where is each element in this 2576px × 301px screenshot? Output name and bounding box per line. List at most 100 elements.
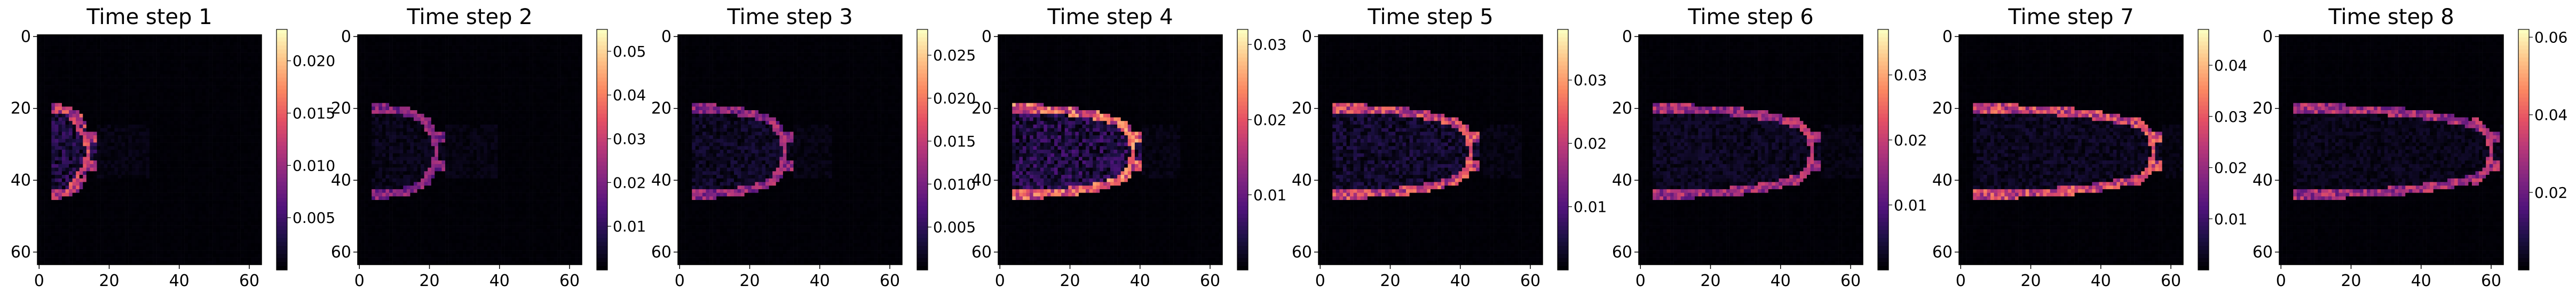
- heatmap-cell: [185, 78, 188, 82]
- heatmap-cell: [167, 121, 171, 125]
- heatmap-cell: [114, 243, 118, 247]
- heatmap-cell: [149, 81, 153, 85]
- heatmap-cell: [167, 182, 171, 186]
- heatmap-cell: [188, 240, 192, 243]
- heatmap-cell: [212, 240, 216, 243]
- heatmap-cell: [248, 168, 251, 172]
- heatmap-cell: [216, 125, 220, 128]
- heatmap-cell: [219, 89, 223, 92]
- heatmap-cell: [241, 196, 244, 200]
- heatmap-cell: [226, 49, 230, 53]
- heatmap-cell: [216, 229, 220, 233]
- heatmap-cell: [414, 56, 417, 60]
- heatmap-cell: [62, 196, 66, 200]
- heatmap-cell: [202, 171, 206, 175]
- heatmap-cell: [424, 45, 428, 49]
- heatmap-cell: [206, 171, 209, 175]
- heatmap-cell: [463, 53, 467, 57]
- heatmap-cell: [118, 186, 122, 189]
- heatmap-cell: [51, 35, 55, 38]
- heatmap-cell: [48, 233, 52, 236]
- heatmap-cell: [104, 164, 108, 168]
- heatmap-cell: [375, 35, 379, 38]
- heatmap-cell: [143, 42, 146, 45]
- heatmap-cell: [132, 92, 136, 96]
- heatmap-cell: [209, 96, 213, 99]
- heatmap-cell: [69, 92, 73, 96]
- heatmap-cell: [51, 71, 55, 74]
- heatmap-cell: [69, 60, 73, 64]
- heatmap-cell: [202, 243, 206, 247]
- heatmap-cell: [195, 254, 199, 258]
- heatmap-cell: [206, 254, 209, 258]
- heatmap-cell: [118, 38, 122, 42]
- heatmap-cell: [170, 45, 174, 49]
- heatmap-cell: [167, 246, 171, 250]
- heatmap-cell: [248, 171, 251, 175]
- heatmap-cell: [244, 196, 248, 200]
- heatmap-cell: [163, 64, 167, 67]
- heatmap-cell: [111, 35, 115, 38]
- heatmap-cell: [90, 200, 93, 204]
- heatmap-cell: [114, 125, 118, 128]
- heatmap-cell: [160, 56, 164, 60]
- heatmap-cell: [244, 233, 248, 236]
- heatmap-cell: [149, 236, 153, 240]
- heatmap-cell: [139, 118, 143, 121]
- heatmap-cell: [136, 160, 139, 164]
- heatmap-cell: [129, 153, 132, 157]
- heatmap-cell: [251, 168, 255, 172]
- colorbar-segment: [276, 158, 287, 162]
- heatmap-cell: [111, 53, 115, 57]
- heatmap-cell: [178, 182, 181, 186]
- heatmap-cell: [209, 246, 213, 250]
- heatmap-cell: [188, 42, 192, 45]
- heatmap-cell: [111, 179, 115, 182]
- heatmap-cell: [111, 233, 115, 236]
- heatmap-cell: [86, 74, 90, 78]
- heatmap-cell: [104, 196, 108, 200]
- heatmap-cell: [156, 179, 160, 182]
- heatmap-cell: [181, 225, 185, 229]
- heatmap-cell: [48, 128, 52, 132]
- heatmap-cell: [41, 200, 45, 204]
- heatmap-cell: [571, 45, 575, 49]
- heatmap-cell: [97, 132, 101, 135]
- heatmap-cell: [199, 160, 202, 164]
- heatmap-cell: [73, 135, 76, 139]
- heatmap-cell: [212, 179, 216, 182]
- heatmap-cell: [170, 38, 174, 42]
- heatmap-cell: [111, 229, 115, 233]
- heatmap-cell: [410, 35, 414, 38]
- heatmap-cell: [160, 35, 164, 38]
- heatmap-cell: [118, 146, 122, 150]
- heatmap-cell: [104, 135, 108, 139]
- heatmap-cell: [153, 125, 157, 128]
- heatmap-cell: [122, 64, 125, 67]
- heatmap-cell: [181, 189, 185, 193]
- heatmap-cell: [174, 132, 178, 135]
- heatmap-cell: [48, 89, 52, 92]
- heatmap-cell: [97, 56, 101, 60]
- heatmap-cell: [202, 42, 206, 45]
- heatmap-cell: [216, 38, 220, 42]
- heatmap-cell: [55, 179, 59, 182]
- heatmap-cell: [143, 254, 146, 258]
- heatmap-cell: [129, 103, 132, 107]
- heatmap-cell: [219, 92, 223, 96]
- heatmap-cell: [234, 150, 238, 153]
- heatmap-cell: [223, 186, 227, 189]
- heatmap-cell: [48, 139, 52, 143]
- heatmap-cell: [48, 81, 52, 85]
- heatmap-cell: [100, 99, 104, 103]
- colorbar-tick-label: 0.015: [293, 105, 335, 122]
- heatmap-cell: [241, 85, 244, 89]
- heatmap-cell: [202, 106, 206, 110]
- heatmap-cell: [226, 207, 230, 211]
- heatmap-cell: [37, 125, 41, 128]
- heatmap-cell: [199, 139, 202, 143]
- heatmap-cell: [505, 38, 509, 42]
- heatmap-cell: [48, 168, 52, 172]
- heatmap-cell: [202, 175, 206, 179]
- heatmap-cell: [125, 221, 129, 225]
